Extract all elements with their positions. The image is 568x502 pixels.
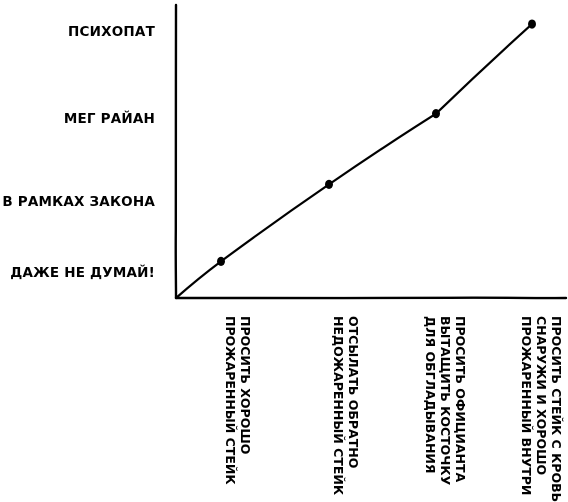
y-tick-label: МЕГ РАЙАН	[64, 110, 155, 127]
series-line	[174, 22, 534, 300]
x-tick-label-line: ВЫТАЩИТЬ КОСТОЧКУ	[438, 316, 453, 486]
x-tick-label-line: ПРОЖАРЕННЫЙ ВНУТРИ	[519, 316, 534, 495]
x-tick-label-line: ПРОСИТЬ СТЕЙК С КРОВЬЮ	[549, 316, 564, 502]
data-point	[325, 179, 333, 189]
x-tick-label-line: ПРОЖАРЕННЫЙ СТЕЙК	[223, 316, 238, 485]
x-tick-label-line: ПРОСИТЬ ОФИЦИАНТА	[453, 316, 468, 482]
y-tick-label: В РАМКАХ ЗАКОНА	[2, 194, 155, 210]
x-tick-label-line: ПРОСИТЬ ХОРОШО	[238, 316, 253, 454]
data-point	[432, 109, 440, 119]
y-tick-label: ПСИХОПАТ	[68, 24, 156, 40]
x-tick-label-line: ДЛЯ ОБГЛАДЫВАНИЯ	[423, 316, 438, 474]
data-point	[528, 19, 536, 29]
y-tick-label: ДАЖЕ НЕ ДУМАЙ!	[10, 264, 155, 281]
x-tick-label-line: НЕДОЖАРЕННЫЙ СТЕЙК	[331, 316, 346, 496]
data-point	[217, 256, 225, 266]
x-tick-label-line: ОТСЫЛАТЬ ОБРАТНО	[346, 316, 361, 468]
x-tick-label-line: СНАРУЖИ И ХОРОШО	[534, 316, 549, 475]
